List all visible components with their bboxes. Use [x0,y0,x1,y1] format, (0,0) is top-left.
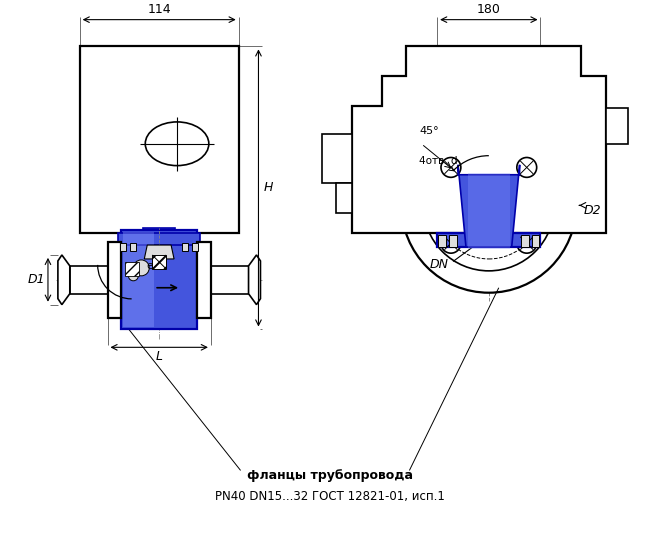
Bar [520,235,528,247]
Text: PN40 DN15...32 ГОСТ 12821-01, исп.1: PN40 DN15...32 ГОСТ 12821-01, исп.1 [215,490,445,503]
Bar [125,262,140,276]
Polygon shape [458,165,520,247]
Circle shape [402,118,576,293]
Bar [121,243,127,251]
Text: e: e [146,261,153,271]
Bar [119,233,200,245]
Bar [70,266,108,294]
Circle shape [423,140,554,271]
Text: 4отв. d: 4отв. d [419,156,458,171]
Bar [449,235,457,247]
Ellipse shape [145,122,209,166]
Circle shape [483,199,495,211]
Text: фланцы трубопровода: фланцы трубопровода [247,469,413,482]
Bar [130,243,136,251]
Bar [437,233,541,247]
Bar [123,232,154,327]
Bar [108,242,121,318]
Bar [182,243,188,251]
Text: 45°: 45° [419,126,439,136]
Text: DN: DN [430,259,449,271]
Text: 180: 180 [477,3,501,15]
Circle shape [517,233,537,253]
Bar [197,242,211,318]
Bar [336,183,352,213]
Text: L: L [156,350,163,364]
Text: D2: D2 [584,204,602,217]
Bar [322,134,352,183]
Polygon shape [58,255,70,305]
Polygon shape [143,228,175,269]
Bar [192,243,198,251]
Circle shape [133,260,149,276]
Circle shape [459,175,519,235]
Bar [80,46,239,233]
Text: D1: D1 [27,273,45,286]
Bar [153,255,166,269]
Polygon shape [249,255,260,305]
Bar [532,235,539,247]
Circle shape [517,157,537,177]
Bar [121,230,197,329]
Circle shape [441,157,461,177]
Polygon shape [352,46,606,233]
Bar [606,108,628,144]
Text: H: H [263,181,273,195]
Bar [468,173,509,249]
Text: 114: 114 [147,3,171,15]
Polygon shape [144,245,174,259]
Circle shape [129,271,138,281]
Circle shape [441,233,461,253]
Bar [438,235,446,247]
Bar [211,266,249,294]
